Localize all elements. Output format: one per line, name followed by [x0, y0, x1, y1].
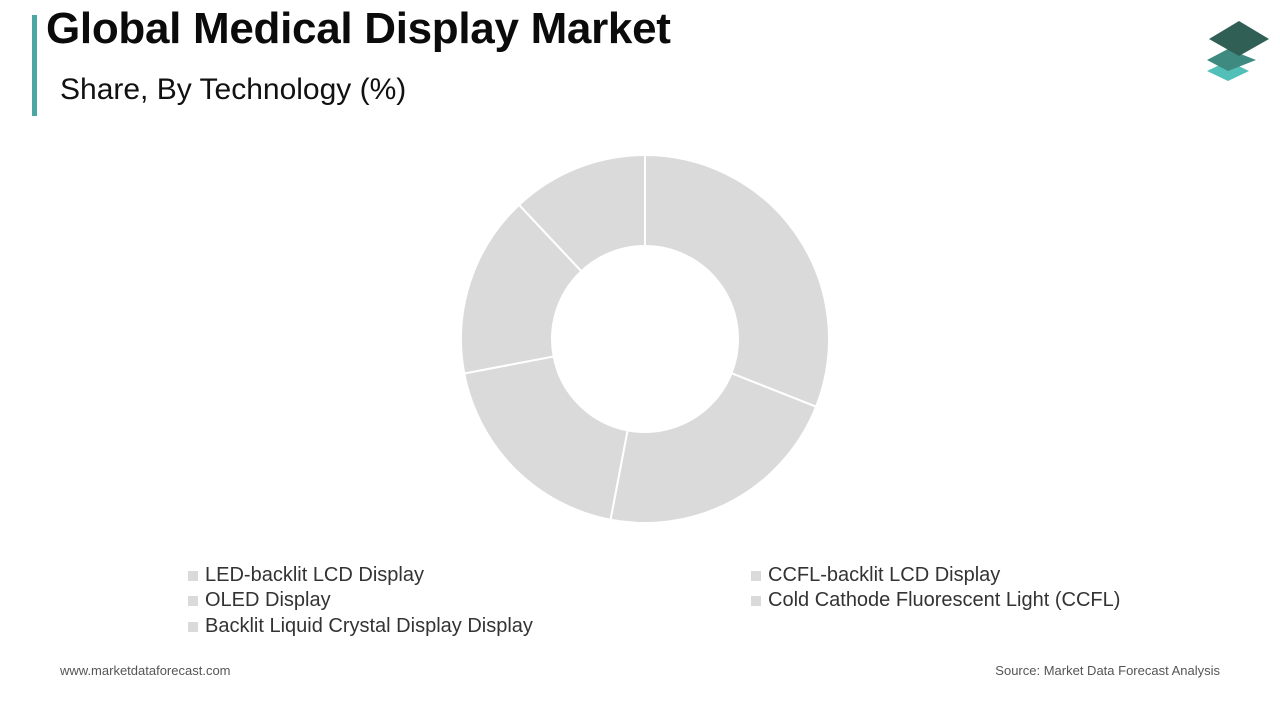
donut-slices [460, 153, 830, 524]
donut-slice-oled-display [463, 355, 629, 521]
logo-layer-middle [1207, 49, 1256, 71]
legend-swatch [188, 621, 198, 632]
legend-item: CCFL-backlit LCD Display [751, 564, 1000, 587]
source-note: Source: Market Data Forecast Analysis [995, 663, 1220, 678]
legend-label: OLED Display [205, 589, 331, 611]
donut-slice-led-backlit-lcd-display [644, 153, 830, 409]
legend-item: LED-backlit LCD Display [188, 564, 424, 587]
legend-label: CCFL-backlit LCD Display [768, 564, 1001, 586]
legend-item: Cold Cathode Fluorescent Light (CCFL) [751, 589, 1120, 612]
stacked-layers-icon [1207, 21, 1269, 81]
logo-layer-top [1209, 21, 1269, 56]
legend-label: Backlit Liquid Crystal Display Display [205, 615, 533, 637]
page-title: Global Medical Display Market [46, 4, 671, 53]
legend-swatch [751, 595, 761, 606]
legend-item: Backlit Liquid Crystal Display Display [188, 615, 533, 638]
donut-slice-ccfl-backlit-lcd-display [609, 371, 818, 524]
legend-swatch [188, 595, 198, 606]
chart-legend: LED-backlit LCD Display CCFL-backlit LCD… [188, 564, 1188, 644]
donut-slice-cold-cathode-fluorescent-light-ccfl [460, 203, 583, 375]
title-accent-bar [32, 15, 37, 116]
legend-swatch [188, 570, 198, 581]
page-subtitle: Share, By Technology (%) [60, 73, 407, 106]
legend-swatch [751, 570, 761, 581]
legend-label: LED-backlit LCD Display [205, 564, 424, 586]
legend-item: OLED Display [188, 589, 331, 612]
website-url: www.marketdataforecast.com [60, 663, 231, 678]
legend-label: Cold Cathode Fluorescent Light (CCFL) [768, 589, 1121, 611]
donut-slice-backlit-liquid-crystal-display-display [517, 153, 646, 273]
